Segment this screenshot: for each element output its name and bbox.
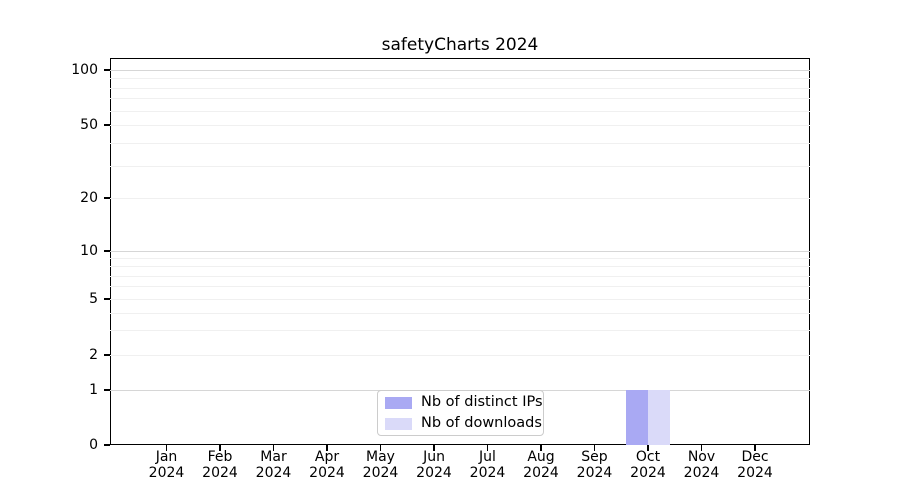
legend-swatch-nb-of-downloads — [385, 417, 412, 430]
bar-nb-of-distinct-ips-oct — [625, 390, 648, 445]
y-axis-tick-label: 10 — [80, 243, 98, 259]
y-axis-tick — [104, 124, 110, 126]
legend-item: Nb of downloads — [385, 415, 543, 432]
gridline-minor — [110, 286, 810, 288]
gridline-minor — [110, 275, 810, 277]
y-axis-tick-label: 0 — [89, 437, 98, 453]
gridline-minor — [110, 87, 810, 89]
y-axis-tick-label: 1 — [89, 382, 98, 398]
x-axis-tick — [540, 445, 542, 451]
gridline-minor — [110, 355, 810, 356]
gridline-minor — [110, 330, 810, 332]
x-axis-tick-label: Nov 2024 — [683, 449, 720, 481]
gridline-minor — [110, 299, 810, 300]
gridline-minor — [110, 110, 810, 112]
gridline-minor — [110, 125, 810, 126]
x-axis-tick — [647, 445, 649, 451]
y-axis-tick — [104, 354, 110, 356]
plot-area: 100 50 20 10 5 2 1 0 Jan 2024 Feb 2024 Mar 2024 Apr… — [71, 58, 810, 480]
x-axis-tick — [433, 445, 435, 451]
x-axis-tick-label: Apr 2024 — [309, 449, 345, 481]
gridline-minor — [110, 266, 810, 268]
y-axis-tick — [104, 250, 110, 252]
y-axis-tick-label: 2 — [89, 347, 98, 363]
x-axis-tick-label: Dec 2024 — [737, 449, 773, 481]
gridline-minor — [110, 98, 810, 100]
x-axis-tick-label: Mar 2024 — [255, 449, 292, 481]
x-axis-tick — [379, 445, 382, 451]
x-axis-tick — [486, 445, 489, 451]
x-axis-tick-label: Jul 2024 — [469, 449, 506, 481]
gridline-minor — [110, 78, 810, 80]
x-axis-tick-label: Oct 2024 — [630, 449, 666, 481]
y-axis-tick-label: 5 — [89, 291, 98, 307]
x-axis-tick — [219, 445, 221, 451]
legend-item: Nb of distinct IPs — [385, 394, 543, 411]
gridline-decade — [110, 251, 810, 252]
y-axis-tick — [104, 389, 110, 391]
gridline-minor — [110, 312, 810, 314]
x-axis-tick — [326, 445, 328, 451]
legend-label: Nb of distinct IPs — [421, 394, 543, 410]
legend-swatch-nb-of-distinct-ips — [385, 396, 412, 409]
x-axis-tick — [165, 445, 168, 451]
chart-title: safetyCharts 2024 — [381, 35, 539, 55]
x-axis-tick-label: Aug 2024 — [523, 449, 559, 481]
y-axis-tick — [104, 298, 110, 300]
y-axis-tick-label: 50 — [80, 117, 98, 133]
gridline-minor — [110, 258, 810, 260]
y-axis-tick-label: 100 — [71, 62, 98, 78]
gridline-minor — [110, 142, 810, 144]
y-axis-tick-label: 20 — [80, 190, 98, 206]
x-axis-tick-label: Feb 2024 — [202, 449, 238, 481]
gridline-minor — [110, 165, 810, 167]
gridline-minor — [110, 198, 810, 199]
x-axis-tick — [272, 445, 275, 451]
x-axis-tick-label: Sep 2024 — [576, 449, 613, 481]
y-axis-tick — [104, 197, 110, 199]
legend: Nb of distinct IPs Nb of downloads — [377, 390, 544, 436]
x-axis-tick — [700, 445, 703, 451]
y-axis-tick — [104, 69, 110, 71]
x-axis-tick — [593, 445, 596, 451]
x-axis-tick-label: May 2024 — [362, 449, 399, 481]
bar-nb-of-downloads-oct — [648, 390, 671, 445]
x-axis-tick-label: Jun 2024 — [416, 449, 452, 481]
x-axis-tick — [754, 445, 756, 451]
x-axis-tick-label: Jan 2024 — [148, 449, 185, 481]
gridline-decade — [110, 70, 810, 71]
legend-label: Nb of downloads — [421, 415, 542, 431]
y-axis-tick — [104, 444, 110, 446]
